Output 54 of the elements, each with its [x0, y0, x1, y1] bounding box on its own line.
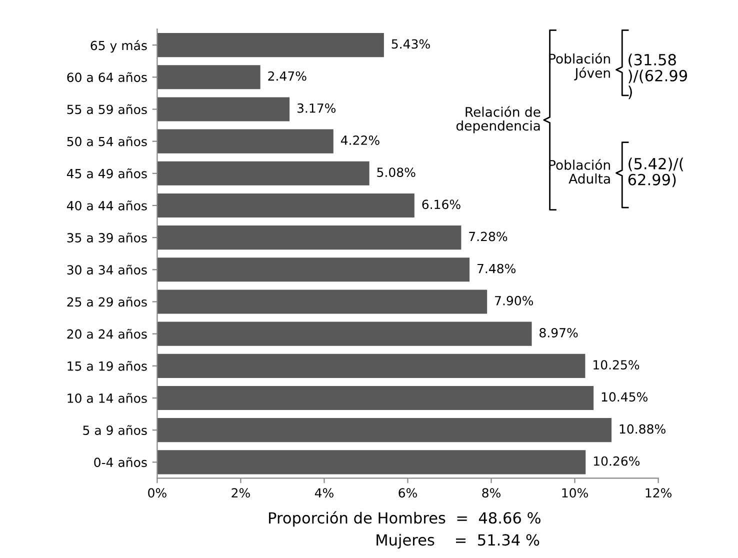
- bar: [157, 65, 260, 90]
- annotation: (31.58 )/(62.99 ): [628, 54, 688, 100]
- y-tick-label: 15 a 19 años: [68, 360, 147, 371]
- x-tick-label: 12%: [646, 488, 672, 498]
- x-tick-label: 2%: [232, 488, 250, 498]
- x-tick-label: 8%: [482, 488, 500, 498]
- data-label: 10.45%: [602, 392, 648, 402]
- bar: [157, 386, 594, 410]
- bar: [157, 193, 414, 218]
- bar: [157, 33, 384, 58]
- bar: [157, 97, 290, 122]
- y-tick-label: 65 y más: [90, 40, 147, 53]
- y-tick-label: 35 a 39 años: [67, 232, 147, 242]
- x-tick-label: 4%: [314, 488, 334, 498]
- bar: [157, 450, 586, 474]
- data-label: 7.28%: [469, 232, 508, 242]
- data-label: 10.26%: [594, 456, 640, 466]
- data-label: 4.22%: [340, 135, 380, 145]
- bar: [157, 226, 462, 250]
- annotation: Relación de dependencia: [456, 106, 540, 134]
- x-tick-label: 10%: [562, 488, 588, 498]
- bar: [157, 354, 586, 378]
- x-tick-label: 6%: [398, 488, 417, 498]
- bar: [157, 258, 470, 282]
- x-tick-label: 0%: [148, 488, 166, 498]
- y-tick-label: 60 a 64 años: [67, 72, 147, 82]
- data-label: 10.25%: [594, 360, 640, 370]
- bar: [157, 290, 488, 314]
- data-label: 2.47%: [268, 71, 306, 81]
- data-label: 7.48%: [478, 264, 516, 274]
- text: Mujeres = 51.34 %: [376, 534, 540, 549]
- bar: [157, 129, 334, 154]
- text: Proporción de Hombres = 48.66 %: [269, 511, 540, 527]
- y-tick-label: 25 a 29 años: [67, 296, 147, 307]
- y-tick-label: 20 a 24 años: [67, 328, 147, 339]
- data-label: 10.88%: [620, 424, 666, 434]
- annotation: (5.42)/( 62.99): [628, 158, 684, 188]
- y-tick-label: 0-4 años: [94, 457, 147, 468]
- bar: [157, 418, 612, 442]
- y-tick-label: 55 a 59 años: [67, 104, 147, 114]
- y-tick-label: 5 a 9 años: [83, 425, 147, 436]
- bar: [157, 322, 532, 346]
- y-tick-label: 50 a 54 años: [67, 136, 147, 146]
- y-tick-label: 40 a 44 años: [66, 200, 147, 210]
- data-label: 7.90%: [495, 296, 534, 306]
- data-label: 5.08%: [377, 168, 416, 178]
- y-tick-label: 30 a 34 años: [67, 264, 147, 275]
- y-tick-label: 45 a 49 años: [66, 168, 147, 178]
- bar: [157, 161, 370, 186]
- data-label: 3.17%: [297, 103, 336, 113]
- y-tick-label: 10 a 14 años: [68, 393, 147, 403]
- data-label: 5.43%: [392, 39, 430, 49]
- data-label: 8.97%: [540, 328, 578, 338]
- data-label: 6.16%: [422, 200, 460, 210]
